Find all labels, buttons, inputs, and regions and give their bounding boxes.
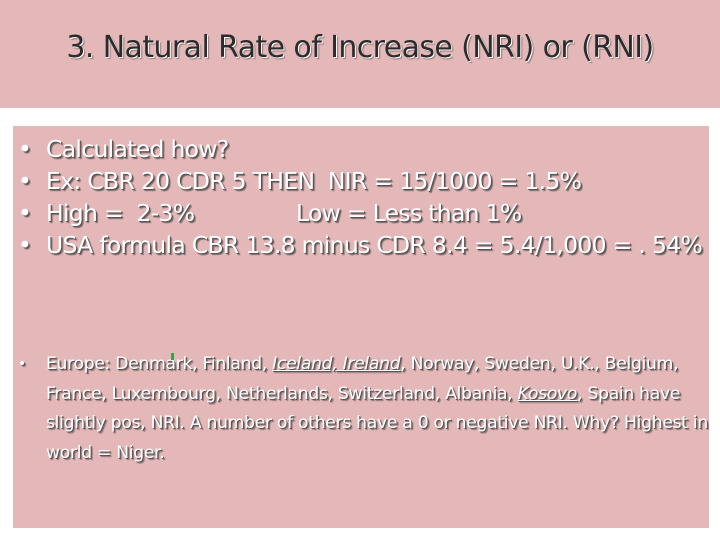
- bullet-example: • Ex: CBR 20 CDR 5 THEN NIR = 15/1000 = …: [18, 166, 708, 196]
- europe-text-part2: , Norway, Sweden, U.K., Belgium, France,…: [46, 354, 679, 404]
- slide-title: 3. Natural Rate of Increase (NRI) or (RN…: [66, 30, 654, 65]
- europe-kosovo: Kosovo: [517, 383, 578, 404]
- bullet-text: USA formula CBR 13.8 minus CDR 8.4 = 5.4…: [46, 231, 703, 259]
- content-panel: [13, 126, 709, 528]
- main-bullet-list: • Calculated how? • Ex: CBR 20 CDR 5 THE…: [18, 134, 708, 262]
- bullet-calculated-how: • Calculated how?: [18, 134, 708, 164]
- bullet-dot-icon: •: [18, 231, 32, 259]
- europe-text-part3: , Spain have slightly pos, NRI. A number…: [46, 383, 708, 463]
- bullet-dot-icon: •: [18, 135, 32, 163]
- europe-iceland-ireland: Iceland, Ireland: [272, 354, 401, 374]
- bullet-usa-formula: • USA formula CBR 13.8 minus CDR 8.4 = 5…: [18, 230, 708, 260]
- bullet-europe: • Europe: Denmark, Finland, Iceland, Ire…: [18, 350, 708, 468]
- europe-text-part1: Europe: Denmark, Finland,: [46, 354, 273, 374]
- bullet-dot-icon: •: [18, 199, 32, 227]
- bullet-dot-icon: •: [18, 167, 32, 195]
- bullet-text: Calculated how?: [46, 135, 229, 163]
- title-bar: [0, 0, 720, 108]
- bullet-text: High = 2-3% Low = Less than 1%: [46, 199, 522, 227]
- bullet-dot-icon: •: [18, 356, 26, 372]
- green-marker: [171, 353, 174, 360]
- bullet-text: Ex: CBR 20 CDR 5 THEN NIR = 15/1000 = 1.…: [46, 167, 582, 195]
- bullet-high-low: • High = 2-3% Low = Less than 1%: [18, 198, 708, 228]
